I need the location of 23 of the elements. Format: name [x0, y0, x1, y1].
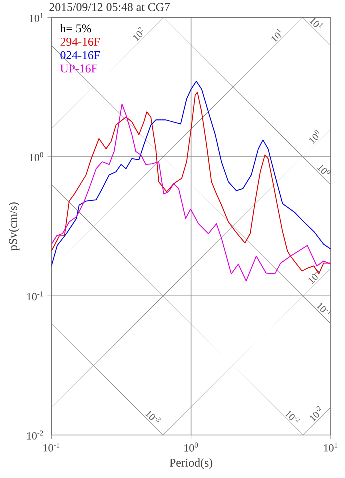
annotation: 10$^{-2}$: [310, 406, 322, 422]
y-axis-title: pSv(cm/s): [8, 202, 20, 251]
x-axis-title: Period(s): [170, 458, 213, 470]
text: UP-16F: [60, 64, 98, 73]
x-tick-label: 10$^{1}$: [324, 442, 338, 452]
annotation: 10$^{-1}$: [308, 268, 320, 284]
annotation: 10$^{0}$: [310, 130, 319, 144]
annotation: 10$^{0}$: [317, 164, 332, 174]
text: 294-16F: [60, 38, 100, 46]
annotation: 10$^{-2}$: [285, 411, 301, 423]
x-tick-label: 10$^{0}$: [184, 442, 198, 452]
annotation: 10$^{1}$: [272, 29, 282, 43]
annotation: 10$^{1}$: [310, 18, 324, 28]
x-tick-label: 10$^{-1}$: [44, 442, 60, 452]
chart-title: 2015/09/12 05:48 at CG7: [50, 3, 170, 12]
text: 024-16F: [60, 51, 100, 60]
annotation: 10$^{-3}$: [146, 411, 161, 422]
y-tick-label: 10$^{-1}$: [28, 292, 44, 301]
y-tick-label: 10$^{-2}$: [28, 430, 44, 440]
annotation: h= 5%: [60, 24, 92, 33]
annotation: 10$^{2}$: [134, 27, 144, 42]
y-tick-label: 10$^{0}$: [30, 152, 44, 162]
y-tick-label: 10$^{1}$: [30, 13, 44, 22]
